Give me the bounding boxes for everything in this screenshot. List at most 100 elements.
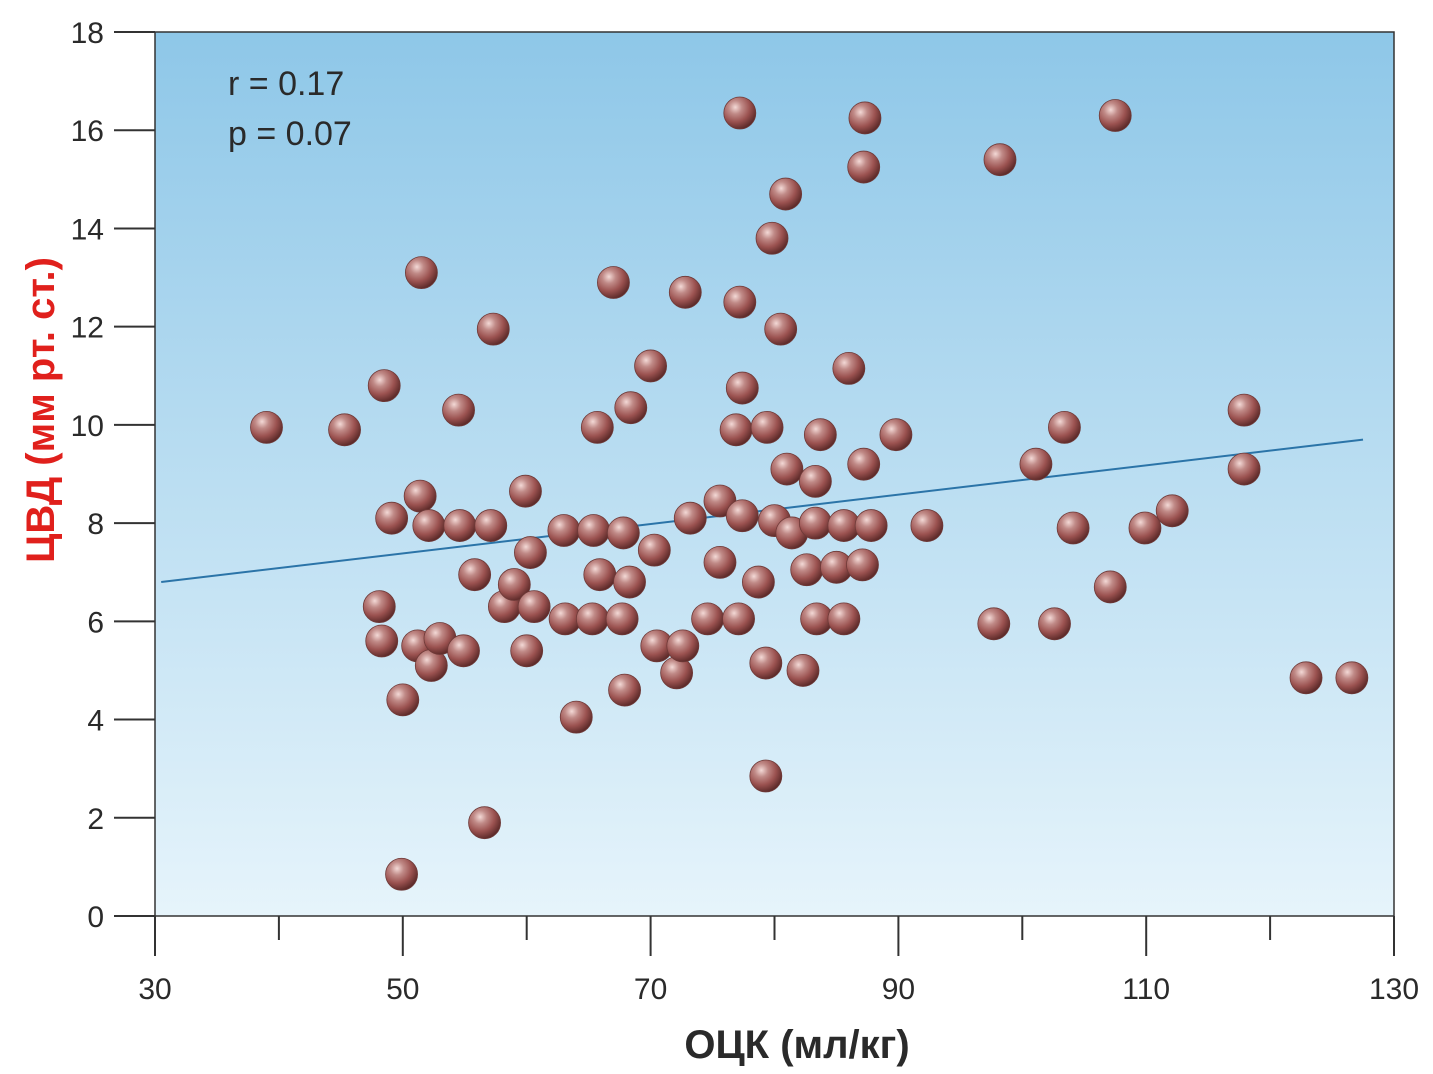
data-point [703, 546, 737, 579]
x-axis: 30 50 70 90 110 130 [138, 916, 1419, 1006]
data-point [476, 312, 510, 346]
y-tick-label: 8 [87, 508, 104, 541]
y-tick-label: 18 [71, 17, 104, 50]
data-point [666, 629, 700, 663]
data-point [583, 558, 617, 592]
x-tick-label: 110 [1122, 973, 1170, 1006]
y-tick-label: 6 [87, 606, 104, 639]
x-tick-label: 30 [138, 973, 171, 1006]
x-tick-label: 130 [1369, 973, 1419, 1006]
data-point [375, 501, 409, 535]
x-tick-label: 50 [386, 973, 419, 1006]
data-point [559, 700, 593, 734]
data-point [977, 607, 1011, 641]
data-point [597, 266, 630, 299]
data-point [1227, 452, 1261, 486]
y-tick-label: 14 [71, 213, 104, 246]
data-point [847, 150, 881, 184]
data-point [1227, 393, 1261, 427]
correlation-r-label: r = 0.17 [228, 65, 344, 103]
data-point [447, 634, 480, 668]
data-point [750, 410, 784, 444]
data-point [637, 533, 671, 567]
data-point [614, 391, 648, 425]
data-point [722, 602, 755, 636]
data-point [848, 101, 882, 135]
data-point [580, 410, 614, 444]
data-point [660, 656, 694, 690]
data-point [514, 536, 547, 569]
x-tick-label: 70 [634, 973, 667, 1006]
data-point [577, 514, 611, 547]
data-point [723, 285, 757, 319]
x-tick-label: 90 [882, 973, 915, 1006]
y-tick-label: 4 [87, 705, 104, 738]
data-point [362, 590, 396, 623]
data-point [725, 371, 759, 405]
data-point [910, 509, 944, 542]
data-point [790, 553, 824, 587]
data-point [854, 509, 888, 542]
data-point [605, 602, 639, 636]
data-point [691, 602, 724, 636]
data-point [847, 447, 881, 481]
data-point [798, 464, 832, 498]
data-point [723, 96, 757, 130]
y-axis-label: ЦВД (мм рт. ст.) [19, 257, 63, 563]
data-point [1098, 99, 1132, 132]
y-axis: 0 2 4 6 8 10 12 14 16 18 [71, 17, 155, 934]
data-point [442, 393, 475, 427]
data-point [1093, 570, 1127, 604]
data-point [668, 275, 702, 309]
y-tick-label: 2 [87, 803, 104, 836]
data-point [474, 509, 508, 542]
data-point [879, 418, 913, 452]
data-point [385, 857, 418, 891]
data-point [1128, 511, 1162, 545]
p-value-label: p = 0.07 [228, 115, 352, 153]
data-point [468, 806, 501, 840]
x-axis-label: ОЦК (мл/кг) [684, 1023, 909, 1067]
data-point [250, 410, 283, 444]
data-point [386, 683, 420, 717]
data-point [770, 452, 804, 486]
data-point [749, 759, 783, 793]
data-point [328, 413, 361, 447]
data-point [404, 256, 438, 290]
data-point [1038, 607, 1071, 641]
data-point [1019, 447, 1053, 481]
y-tick-label: 12 [71, 312, 104, 345]
y-tick-label: 0 [87, 901, 104, 934]
data-point [846, 548, 879, 582]
data-point [509, 474, 542, 508]
data-point [769, 177, 803, 211]
data-point [786, 654, 820, 687]
data-point [575, 602, 609, 636]
y-tick-label: 10 [71, 410, 104, 443]
data-point [608, 673, 641, 707]
data-point [403, 479, 437, 513]
data-point [1048, 410, 1081, 444]
data-point [827, 602, 861, 636]
data-point [741, 565, 775, 599]
data-point [517, 590, 551, 623]
data-point [634, 349, 667, 383]
data-point [725, 499, 759, 533]
data-points [250, 96, 1369, 891]
data-point [365, 624, 399, 658]
data-point [1289, 661, 1323, 695]
y-tick-label: 16 [71, 115, 104, 148]
data-point [832, 352, 866, 385]
data-point [613, 565, 646, 599]
data-point [764, 312, 798, 346]
data-point [1335, 661, 1369, 695]
data-point [798, 506, 832, 540]
data-point [983, 143, 1017, 177]
data-point [497, 568, 531, 601]
data-point [367, 369, 401, 403]
data-point [755, 221, 789, 255]
data-point [749, 646, 783, 680]
data-point [606, 516, 640, 550]
data-point [1056, 511, 1090, 545]
